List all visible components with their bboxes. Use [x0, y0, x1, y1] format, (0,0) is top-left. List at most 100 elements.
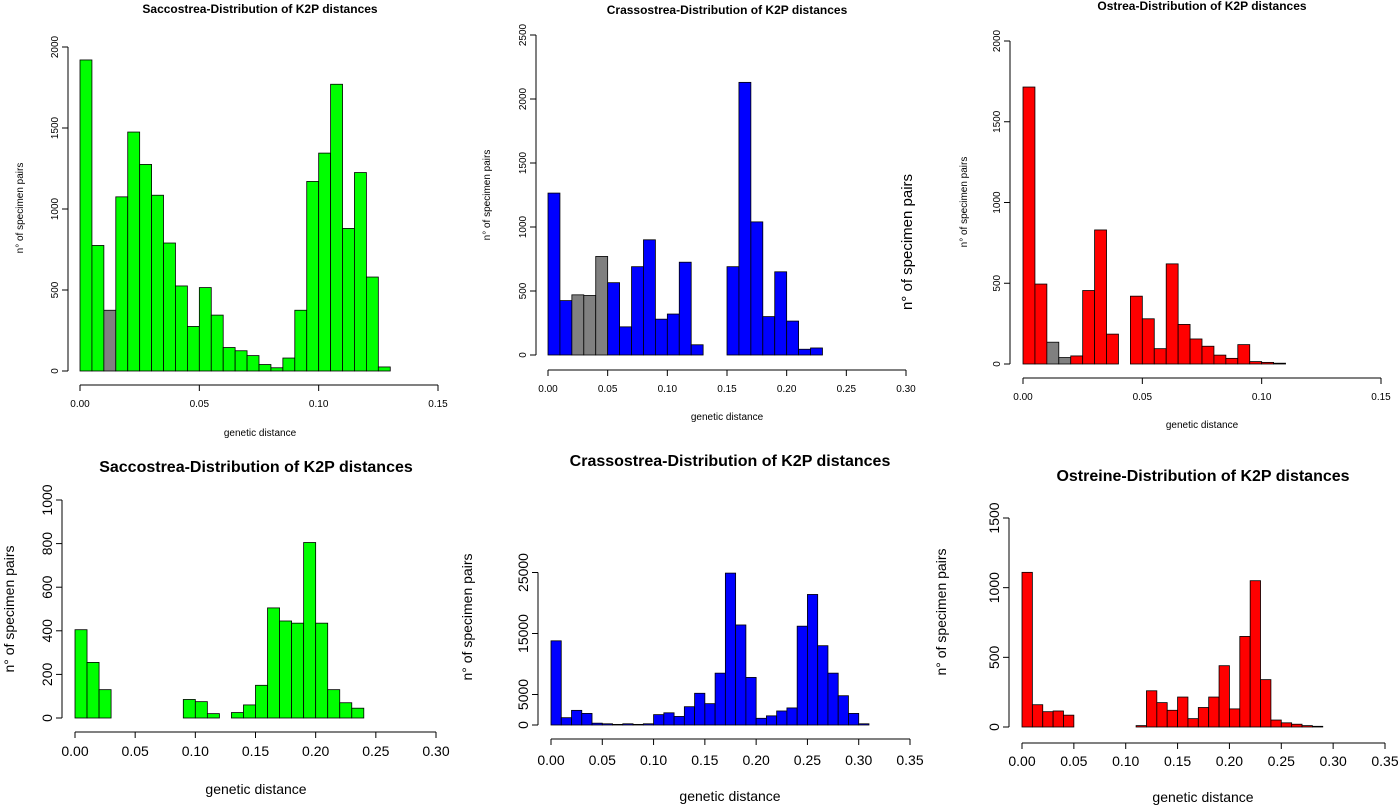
histogram-bar — [798, 348, 811, 356]
histogram-bar — [306, 181, 320, 372]
chart-title: Ostreine-Distribution of K2P distances — [1056, 468, 1349, 485]
histogram-bar — [704, 703, 716, 726]
x-tick-label: 0.20 — [1216, 753, 1243, 769]
histogram-bar — [1229, 708, 1241, 728]
y-tick-label: 800 — [39, 532, 55, 556]
histogram-bar — [1106, 333, 1119, 365]
histogram-bar — [279, 620, 293, 719]
x-tick-label: 0.05 — [122, 743, 149, 759]
histogram-bar — [1301, 725, 1313, 728]
histogram-bar — [1218, 665, 1230, 728]
histogram-bar — [318, 152, 331, 372]
y-tick-label: 1000 — [992, 191, 1003, 214]
y-axis-label: n° of specimen pairs — [482, 150, 493, 241]
histogram-bar — [663, 712, 675, 726]
histogram-bar — [810, 347, 823, 356]
x-tick-label: 0.05 — [1133, 392, 1153, 403]
histogram-bar — [666, 313, 680, 356]
histogram-bar — [1249, 361, 1263, 365]
histogram-bar — [351, 707, 365, 719]
histogram-panel-6: Ostreine-Distribution of K2P distances 0.… — [933, 468, 1399, 805]
histogram-bar — [98, 689, 112, 719]
histogram-bar — [291, 622, 305, 719]
y-tick-label: 1500 — [518, 151, 529, 174]
y-tick-label: 0 — [515, 721, 531, 729]
histogram-bar — [827, 672, 839, 726]
x-tick-label: 0.30 — [896, 384, 916, 395]
histogram-bar — [1021, 571, 1033, 728]
y-tick-label: 500 — [986, 645, 1002, 669]
x-tick-label: 0.20 — [743, 752, 770, 768]
x-tick-label: 0.05 — [190, 399, 210, 410]
histogram-bar — [807, 594, 819, 726]
histogram-bar — [632, 723, 644, 726]
x-tick-label: 0.30 — [845, 752, 872, 768]
histogram-bar — [550, 640, 562, 726]
x-tick-label: 0.15 — [717, 384, 737, 395]
histogram-bar — [745, 677, 757, 726]
histogram-bar — [127, 131, 141, 372]
histogram-panel-2: Crassostrea-Distribution of K2P distance… — [482, 3, 916, 423]
histogram-bar — [163, 242, 176, 372]
histogram-bar — [222, 347, 236, 372]
side-y-axis-label: n° of specimen pairs — [899, 174, 916, 310]
histogram-bar — [91, 245, 105, 372]
histogram-bar — [1273, 362, 1286, 365]
histogram-bar — [234, 350, 248, 372]
histogram-bar — [327, 689, 341, 719]
histogram-bar — [315, 622, 329, 719]
x-tick-label: 0.10 — [640, 752, 667, 768]
y-tick-label: 200 — [39, 663, 55, 687]
histogram-bar — [642, 723, 654, 726]
histogram-bar — [255, 684, 268, 719]
histogram-bar — [339, 702, 353, 719]
histogram-bar — [1042, 711, 1054, 728]
histogram-bar — [1153, 348, 1167, 365]
histogram-bar — [694, 692, 706, 726]
y-tick-label: 2000 — [50, 35, 61, 58]
histogram-bar — [1130, 295, 1143, 365]
y-tick-label: 500 — [518, 282, 529, 299]
histogram-bar — [151, 194, 164, 372]
x-tick-label: 0.25 — [362, 743, 389, 759]
histogram-bar — [643, 239, 656, 356]
histogram-bar — [1022, 86, 1036, 365]
histogram-bar — [1201, 345, 1215, 365]
y-axis-label: n° of specimen pairs — [1, 546, 17, 673]
histogram-bar — [581, 713, 593, 726]
x-tick-label: 0.25 — [1268, 753, 1295, 769]
histogram-bar — [1166, 709, 1178, 728]
histogram-bar — [631, 266, 644, 356]
histogram-bar — [619, 326, 632, 356]
histogram-bar — [786, 707, 798, 726]
histogram-bar — [1177, 324, 1191, 365]
x-tick-label: 0.05 — [589, 752, 616, 768]
histogram-bar — [1237, 344, 1251, 365]
histogram-bar — [1052, 710, 1064, 728]
histogram-bar — [1165, 263, 1179, 365]
chart-title: Ostrea-Distribution of K2P distances — [1097, 0, 1306, 13]
histogram-bar — [547, 192, 561, 356]
histogram-bar — [766, 715, 778, 726]
x-tick-label: 0.35 — [896, 752, 923, 768]
histogram-bar — [1260, 679, 1272, 728]
x-axis-label: genetic distance — [205, 781, 306, 797]
histogram-bar — [858, 723, 870, 726]
histogram-bar — [735, 624, 747, 726]
x-axis-label: genetic distance — [691, 412, 764, 423]
y-axis-label: n° of specimen pairs — [933, 549, 949, 676]
y-tick-label: 0 — [39, 714, 55, 722]
histogram-bar — [653, 714, 665, 726]
histogram-bar — [175, 285, 188, 372]
histogram-bar — [294, 309, 308, 372]
histogram-bar — [246, 355, 260, 372]
y-tick-label: 1500 — [992, 110, 1003, 133]
histogram-bar — [115, 196, 129, 372]
histogram-bar — [750, 221, 764, 356]
histogram-bar — [354, 172, 367, 372]
x-axis-label: genetic distance — [224, 428, 297, 439]
histogram-bar — [1312, 725, 1324, 728]
histogram-bar — [1225, 357, 1239, 365]
x-tick-label: 0.00 — [538, 384, 558, 395]
